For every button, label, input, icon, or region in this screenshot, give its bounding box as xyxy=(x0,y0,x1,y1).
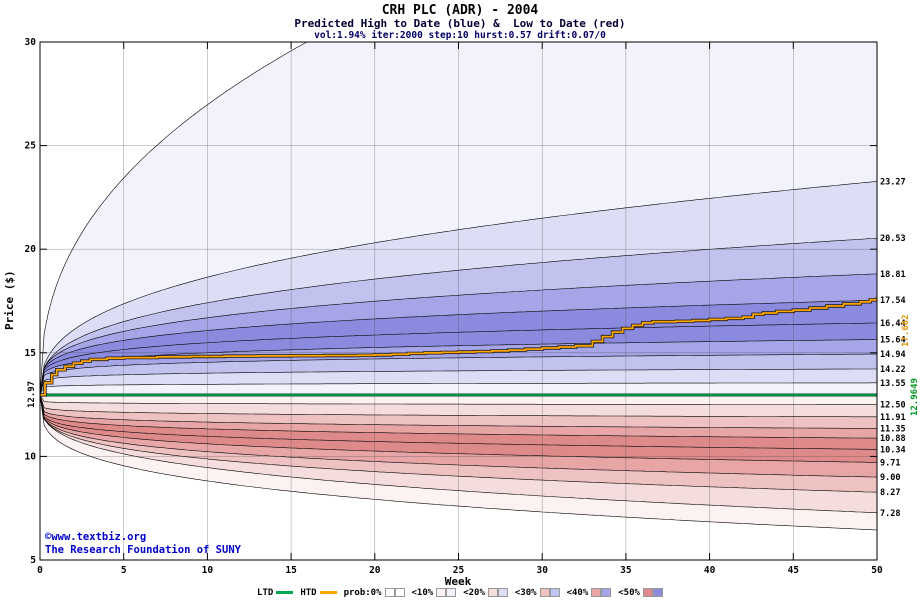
right-axis-label: 23.27 xyxy=(880,177,906,187)
right-axis-label: 12.50 xyxy=(880,401,906,411)
y-tick-label: 5 xyxy=(30,555,36,566)
legend-box-swatch xyxy=(384,588,395,597)
legend-box-swatch xyxy=(549,588,560,597)
right-axis-label: 14.94 xyxy=(880,350,906,360)
right-axis-label: 17.54 xyxy=(880,296,906,306)
legend-item: <40% xyxy=(567,588,612,598)
red-band xyxy=(40,394,877,463)
legend-label: <30% xyxy=(514,587,537,598)
legend-box-swatch xyxy=(642,588,653,597)
legend-swatch-pair xyxy=(384,588,405,597)
chart-title: CRH PLC (ADR) - 2004 xyxy=(381,3,539,18)
y-tick-label: 15 xyxy=(25,348,37,359)
legend-item: <30% xyxy=(515,588,560,598)
legend-item: <20% xyxy=(463,588,508,598)
red-band xyxy=(40,394,877,429)
x-axis-title: Week xyxy=(445,575,472,588)
chart-params-line: vol:1.94% iter:2000 step:10 hurst:0.57 d… xyxy=(314,30,606,41)
right-axis-label: 13.55 xyxy=(880,379,906,389)
legend-item: <50% xyxy=(618,588,663,598)
right-axis-label: 18.81 xyxy=(880,270,906,280)
legend-swatch-pair xyxy=(436,588,457,597)
chart-subtitle: Predicted High to Date (blue) & Low to D… xyxy=(294,17,626,30)
y-tick-label: 30 xyxy=(25,37,37,48)
chart-dynamic-layer: 0 5 10 15 20 25 30 35 40 45 505101520253023.2720.5… xyxy=(25,37,906,576)
legend-box-swatch xyxy=(446,588,457,597)
legend-box-swatch xyxy=(436,588,447,597)
blue-band xyxy=(40,273,877,395)
legend-box-swatch xyxy=(601,588,612,597)
actual-lines xyxy=(40,297,877,397)
x-tick-label: 35 xyxy=(620,565,632,576)
right-axis-label: 14.22 xyxy=(880,365,906,375)
right-axis-label: 11.35 xyxy=(880,424,906,434)
right-axis-label: 20.53 xyxy=(880,234,906,244)
legend-label: HTD xyxy=(300,587,317,598)
legend-label: LTD xyxy=(257,587,274,598)
y-axis-title: Price ($) xyxy=(3,270,16,330)
legend-swatch-pair xyxy=(539,588,560,597)
start-price-label: 12.97 xyxy=(27,381,37,408)
legend-line-swatch xyxy=(319,591,337,594)
x-tick-label: 5 xyxy=(121,565,127,576)
y-tick-label: 10 xyxy=(25,451,37,462)
legend-box-swatch xyxy=(652,588,663,597)
right-axis-label: 15.64 xyxy=(880,336,906,346)
x-tick-label: 0 xyxy=(37,565,43,576)
x-tick-label: 50 xyxy=(871,565,883,576)
axis-ticks: 0 5 10 15 20 25 30 35 40 45 505101520253023.2720.5… xyxy=(25,37,906,576)
x-tick-label: 20 xyxy=(369,565,381,576)
blue-band xyxy=(40,300,877,395)
right-axis-label: 16.44 xyxy=(880,319,906,329)
legend-item: prob:0% xyxy=(344,588,405,598)
x-tick-label: 45 xyxy=(788,565,800,576)
htd-line xyxy=(40,297,877,396)
htd-final-value-label: 17.682 xyxy=(901,314,911,347)
legend-box-swatch xyxy=(394,588,405,597)
x-tick-label: 30 xyxy=(536,565,548,576)
legend-label: <40% xyxy=(566,587,589,598)
y-tick-label: 20 xyxy=(25,244,37,255)
legend-box-swatch xyxy=(487,588,498,597)
legend-swatch-pair xyxy=(591,588,612,597)
blue-band xyxy=(40,323,877,395)
right-axis-label: 11.91 xyxy=(880,413,906,423)
legend-label: <50% xyxy=(618,587,640,598)
legend: LTD HTD prob:0% <10% <20% <30% <40% <50% xyxy=(0,586,920,599)
legend-label: prob:0% xyxy=(343,587,382,598)
legend-box-swatch xyxy=(539,588,550,597)
blue-band xyxy=(40,238,877,395)
right-axis-label: 9.71 xyxy=(880,458,900,468)
x-tick-label: 15 xyxy=(285,565,297,576)
right-axis-label: 10.88 xyxy=(880,434,906,444)
right-axis-label: 7.28 xyxy=(880,509,900,519)
blue-band xyxy=(40,339,877,395)
legend-label: <10% xyxy=(411,587,434,598)
blue-band xyxy=(40,354,877,395)
right-axis-label: 10.34 xyxy=(880,445,906,455)
legend-item: LTD xyxy=(257,587,294,598)
copyright-org: The Research Foundation of SUNY xyxy=(45,544,242,556)
legend-box-swatch xyxy=(497,588,508,597)
legend-box-swatch xyxy=(591,588,602,597)
y-tick-label: 25 xyxy=(25,141,37,152)
legend-label: <20% xyxy=(463,587,485,598)
red-band xyxy=(40,394,877,450)
x-tick-label: 25 xyxy=(453,565,465,576)
copyright-url: ©www.textbiz.org xyxy=(45,531,146,543)
x-tick-label: 10 xyxy=(202,565,214,576)
legend-item: <10% xyxy=(412,588,457,598)
blue-band xyxy=(40,181,877,395)
legend-line-swatch xyxy=(276,591,294,594)
right-axis-label: 9.00 xyxy=(880,473,900,483)
legend-swatch-pair xyxy=(487,588,508,597)
right-axis-label: 8.27 xyxy=(880,488,900,498)
x-tick-label: 40 xyxy=(704,565,716,576)
legend-swatch-pair xyxy=(642,588,663,597)
legend-item: HTD xyxy=(300,587,337,598)
ltd-final-value-label: 12.9649 xyxy=(910,378,920,416)
